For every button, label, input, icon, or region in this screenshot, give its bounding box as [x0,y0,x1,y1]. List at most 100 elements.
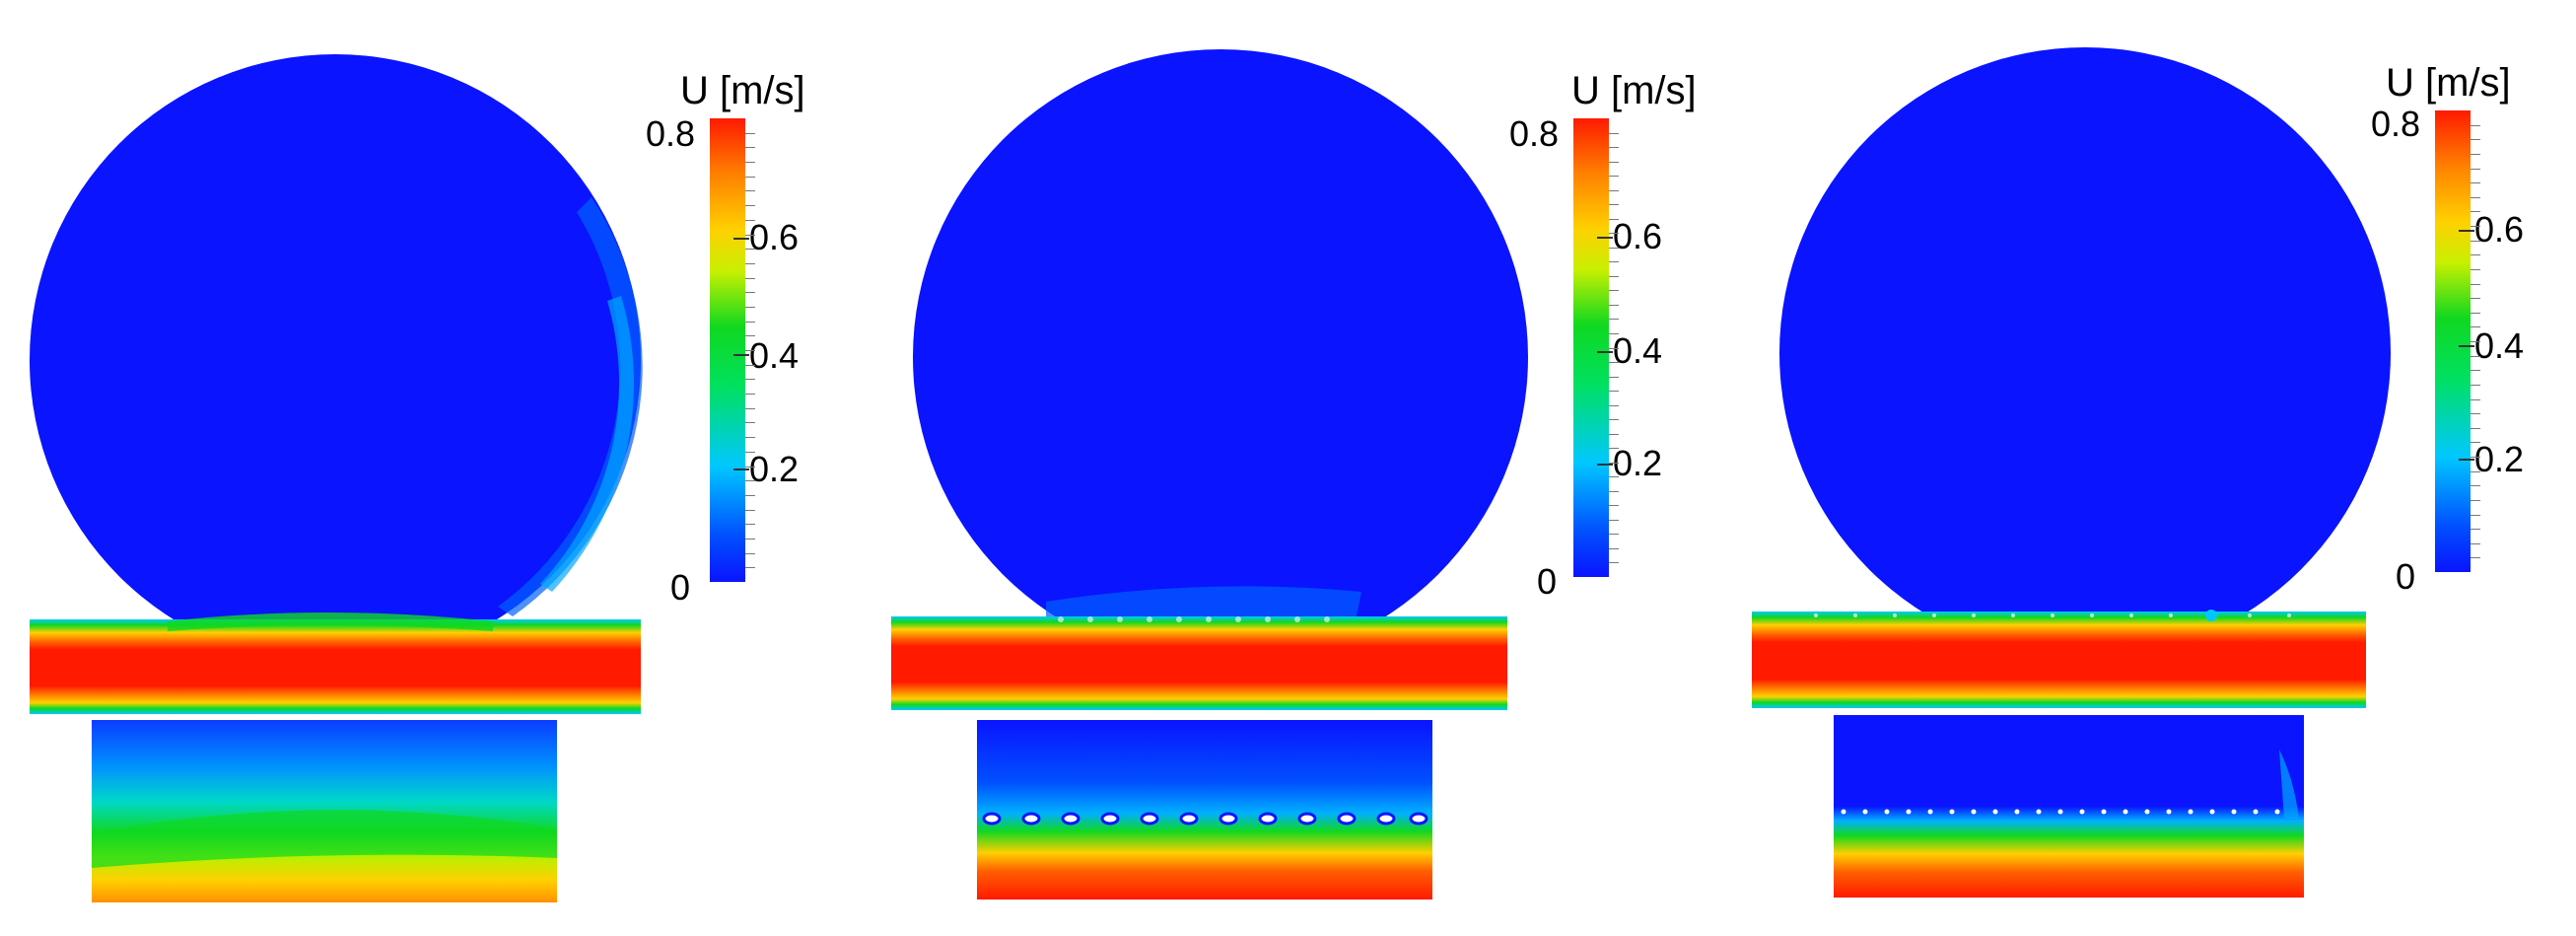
colorbar-minor-tick [2471,196,2480,198]
colorbar-minor-tick [1609,505,1619,507]
colorbar-minor-tick [745,524,755,526]
colorbar-minor-tick [1609,204,1619,206]
colorbar-tick-label: 0.8 [2371,104,2421,144]
colorbar-minor-tick [1609,233,1619,235]
colorbar-minor-tick [1609,448,1619,450]
colorbar-tick-label: 0.2 [749,449,800,489]
colorbar-minor-tick [745,422,755,424]
contact-line-vortex [2205,610,2217,621]
zoom-inset-green-band [92,810,557,868]
colorbar-minor-tick [2471,457,2480,458]
droplet-right-edge-glow [540,296,635,592]
colorbar [710,118,745,582]
colorbar-major-tick [733,468,749,470]
colorbar-minor-tick [745,350,755,351]
velocity-panel-2: U [m/s] 0.8 0.6 0.4 0.2 0 [859,0,1717,936]
colorbar-minor-tick [1609,476,1619,478]
colorbar-tick-label: 0.8 [1509,113,1560,154]
colorbar-minor-tick [745,480,755,482]
colorbar-minor-tick [1609,319,1619,321]
colorbar-minor-tick [2471,514,2480,516]
velocity-field-plot [30,54,643,902]
colorbar-minor-tick [2471,442,2480,444]
colorbar-minor-tick [2471,153,2480,155]
colorbar-minor-tick [745,466,755,468]
colorbar-minor-tick [2471,557,2480,559]
colorbar-minor-tick [745,364,755,366]
colorbar-minor-tick [745,306,755,308]
colorbar-minor-tick [745,292,755,294]
colorbar-major-tick [1597,464,1613,466]
colorbar-minor-tick [1609,404,1619,406]
colorbar-minor-tick [1609,218,1619,220]
colorbar-minor-tick [745,147,755,149]
colorbar [2435,110,2471,572]
colorbar-minor-tick [2471,355,2480,357]
colorbar-minor-tick [1609,261,1619,263]
colorbar-major-tick [733,354,749,356]
colorbar-minor-tick [2471,341,2480,342]
colorbar-minor-tick [745,567,755,569]
velocity-panel-3: U [m/s] 0.8 0.6 0.4 0.2 0 [1717,0,2576,936]
colorbar-minor-tick [2471,326,2480,328]
colorbar-minor-tick [1609,347,1619,349]
colorbar-tick-label: 0 [2396,556,2416,597]
colorbar-minor-tick [1609,391,1619,393]
colorbar-minor-tick [2471,168,2480,170]
colorbar-minor-tick [745,335,755,337]
zoom-inset-corner-plume [2279,750,2299,819]
colorbar-minor-tick [2471,268,2480,270]
droplet-region [1779,47,2391,659]
colorbar-minor-tick [2471,254,2480,256]
colorbar-title: U [m/s] [2386,61,2511,105]
colorbar-tick-label: 0.2 [2474,439,2525,479]
velocity-field-plot [891,49,1528,900]
colorbar-minor-tick [1609,376,1619,378]
zoom-inset-vortices [982,812,1428,826]
colorbar-tick-label: 0 [1537,561,1558,602]
colorbar-major-tick [1597,351,1613,353]
interface-vortices [1058,616,1330,622]
channel-flow [30,619,641,714]
colorbar-tick-label: 0.4 [2474,325,2525,366]
colorbar-minor-tick [2471,427,2480,429]
colorbar-minor-tick [745,190,755,192]
colorbar-minor-tick [745,205,755,207]
colorbar-tick-label: 0.6 [1613,216,1663,256]
zoom-inset-dots [1841,809,2280,815]
colorbar-minor-tick [745,132,755,134]
colorbar-minor-tick [1609,362,1619,364]
colorbar-title: U [m/s] [1571,69,1697,112]
colorbar-minor-tick [1609,304,1619,306]
velocity-panel-1: U [m/s] 0.8 0.6 0.4 0.2 0 [0,0,859,936]
colorbar-minor-tick [745,451,755,453]
colorbar-minor-tick [2471,182,2480,184]
colorbar-minor-tick [2471,499,2480,501]
colorbar-tick-label: 0 [670,567,691,608]
colorbar-minor-tick [1609,189,1619,191]
colorbar-tick-label: 0.4 [1613,330,1663,371]
colorbar-minor-tick [1609,147,1619,149]
zoom-inset [1834,715,2304,898]
colorbar-major-tick [2459,459,2474,461]
colorbar-minor-tick [1609,275,1619,277]
colorbar-minor-tick [1609,176,1619,178]
colorbar-minor-tick [745,219,755,221]
colorbar-minor-tick [2471,211,2480,213]
colorbar-minor-tick [745,394,755,396]
colorbar-minor-tick [745,176,755,178]
colorbar [1573,118,1609,577]
colorbar-minor-tick [1609,132,1619,134]
colorbar-minor-tick [2471,384,2480,386]
colorbar-minor-tick [1609,247,1619,249]
channel-flow [1752,612,2366,708]
channel-flow [891,616,1507,710]
colorbar-minor-tick [745,509,755,511]
colorbar-tick-label: 0.6 [2474,209,2525,250]
colorbar-minor-tick [745,249,755,251]
colorbar-minor-tick [1609,332,1619,334]
colorbar-minor-tick [745,407,755,409]
colorbar-minor-tick [745,321,755,323]
colorbar-minor-tick [745,437,755,439]
colorbar-title: U [m/s] [680,69,805,112]
